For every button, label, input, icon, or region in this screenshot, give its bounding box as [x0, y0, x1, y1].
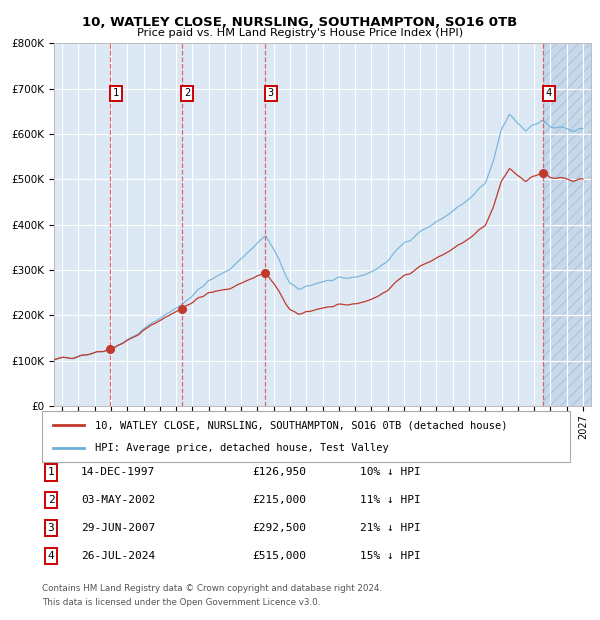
- Text: 10% ↓ HPI: 10% ↓ HPI: [360, 467, 421, 477]
- Text: 11% ↓ HPI: 11% ↓ HPI: [360, 495, 421, 505]
- Text: £215,000: £215,000: [252, 495, 306, 505]
- Text: 3: 3: [268, 88, 274, 99]
- Text: This data is licensed under the Open Government Licence v3.0.: This data is licensed under the Open Gov…: [42, 598, 320, 607]
- Text: £292,500: £292,500: [252, 523, 306, 533]
- Text: 15% ↓ HPI: 15% ↓ HPI: [360, 551, 421, 561]
- Text: Price paid vs. HM Land Registry's House Price Index (HPI): Price paid vs. HM Land Registry's House …: [137, 28, 463, 38]
- Text: £126,950: £126,950: [252, 467, 306, 477]
- Text: 29-JUN-2007: 29-JUN-2007: [81, 523, 155, 533]
- Text: HPI: Average price, detached house, Test Valley: HPI: Average price, detached house, Test…: [95, 443, 389, 453]
- Text: 2: 2: [47, 495, 55, 505]
- Text: 10, WATLEY CLOSE, NURSLING, SOUTHAMPTON, SO16 0TB: 10, WATLEY CLOSE, NURSLING, SOUTHAMPTON,…: [82, 16, 518, 29]
- Text: 10, WATLEY CLOSE, NURSLING, SOUTHAMPTON, SO16 0TB (detached house): 10, WATLEY CLOSE, NURSLING, SOUTHAMPTON,…: [95, 420, 508, 430]
- Text: 3: 3: [47, 523, 55, 533]
- Text: Contains HM Land Registry data © Crown copyright and database right 2024.: Contains HM Land Registry data © Crown c…: [42, 584, 382, 593]
- Text: 26-JUL-2024: 26-JUL-2024: [81, 551, 155, 561]
- Text: 4: 4: [546, 88, 552, 99]
- Text: 21% ↓ HPI: 21% ↓ HPI: [360, 523, 421, 533]
- Bar: [544, 43, 591, 406]
- Text: £515,000: £515,000: [252, 551, 306, 561]
- Text: 2: 2: [184, 88, 190, 99]
- Text: 03-MAY-2002: 03-MAY-2002: [81, 495, 155, 505]
- FancyBboxPatch shape: [42, 411, 570, 462]
- Text: 4: 4: [47, 551, 55, 561]
- Text: 1: 1: [47, 467, 55, 477]
- Text: 14-DEC-1997: 14-DEC-1997: [81, 467, 155, 477]
- Text: 1: 1: [113, 88, 119, 99]
